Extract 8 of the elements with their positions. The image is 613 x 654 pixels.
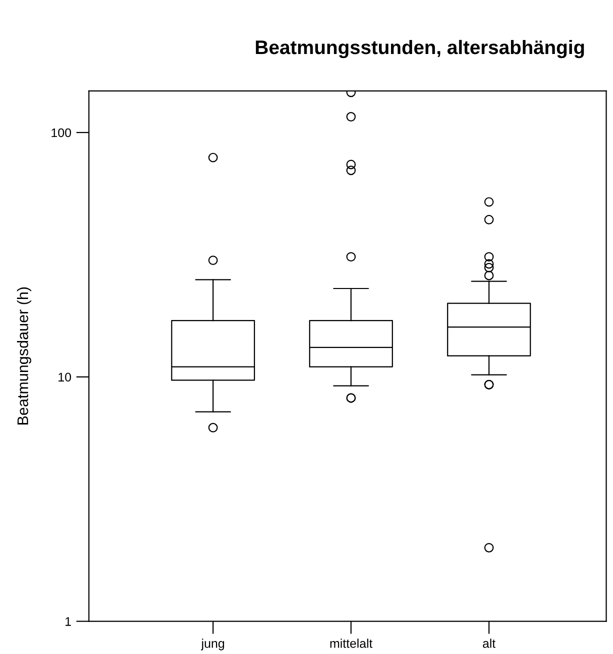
x-tick-label: jung bbox=[200, 638, 224, 650]
y-tick-label: 10 bbox=[58, 372, 72, 382]
x-tick-label: mittelalt bbox=[330, 638, 372, 648]
x-tick-label: alt bbox=[482, 638, 496, 648]
y-tick-label: 1 bbox=[66, 617, 71, 626]
y-axis-title: Beatmungsdauer (h) bbox=[16, 287, 32, 424]
y-tick-label: 100 bbox=[52, 128, 72, 138]
chart-title: Beatmungsstunden, altersabhängig bbox=[256, 40, 584, 58]
